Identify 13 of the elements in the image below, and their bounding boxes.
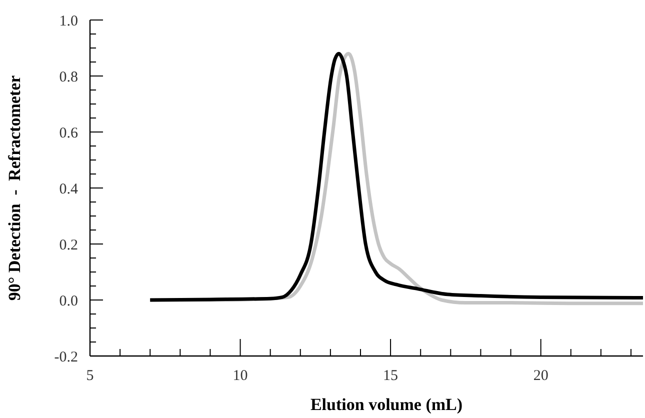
y-axis-title: 90° Detection - Refractometer — [5, 74, 24, 301]
y-tick-label: 0.0 — [59, 293, 78, 310]
y-tick-label: -0.2 — [54, 349, 78, 366]
y-tick-label: 1.0 — [59, 13, 78, 30]
x-tick-label: 5 — [86, 368, 94, 384]
x-tick-label: 15 — [383, 368, 398, 384]
y-tick-label: 0.4 — [59, 181, 78, 198]
x-tick-label: 20 — [533, 368, 548, 384]
y-tick-label: 0.8 — [59, 69, 78, 86]
x-tick-label: 10 — [232, 368, 248, 384]
x-axis-title: Elution volume (mL) — [310, 395, 463, 414]
y-tick-label: 0.6 — [59, 125, 78, 142]
y-tick-label: 0.2 — [59, 237, 78, 254]
